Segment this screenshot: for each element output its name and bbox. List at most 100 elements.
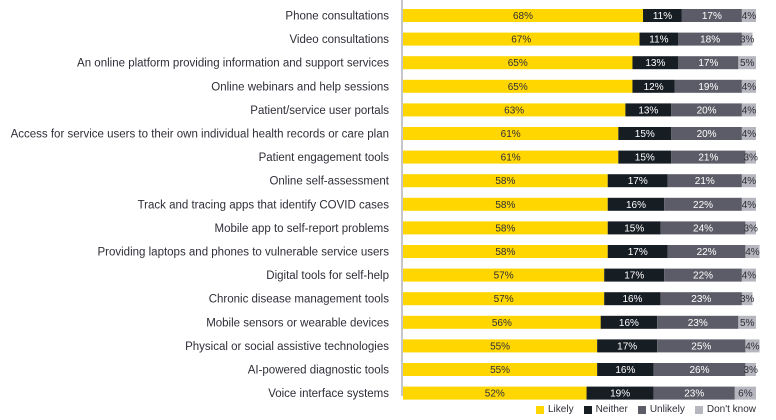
data-label: 16% [622, 294, 642, 305]
data-label: 21% [695, 176, 715, 187]
data-label: 58% [495, 247, 515, 258]
bar-segment-unlikely [678, 56, 739, 70]
legend-swatch [637, 405, 646, 414]
data-label: 55% [490, 341, 510, 352]
bar-segment-likely [403, 339, 598, 353]
bar-segment-neither [607, 197, 665, 211]
data-label: 17% [698, 58, 718, 69]
bar-segment-unlikely [653, 386, 735, 400]
category-label: Access for service users to their own in… [11, 129, 389, 141]
bar-segment-likely [403, 245, 608, 258]
legend-swatch [694, 405, 703, 414]
bar-row: An online platform providing information… [77, 56, 756, 70]
data-label: 4% [742, 82, 757, 93]
data-label: 23% [691, 294, 711, 305]
category-label: Online webinars and help sessions [211, 81, 389, 93]
bar-segment-don-t-know [741, 79, 756, 93]
data-label: 5% [740, 318, 755, 329]
data-label: 4% [742, 129, 757, 140]
bar-row: Providing laptops and phones to vulnerab… [97, 245, 760, 259]
bar-segment-neither [607, 221, 661, 235]
data-label: 19% [610, 389, 630, 400]
bar-segment-likely [403, 197, 608, 211]
legend-item: Don't know [694, 404, 756, 415]
data-label: 52% [485, 389, 505, 400]
data-label: 63% [504, 105, 524, 116]
data-label: 17% [702, 11, 722, 22]
bar-row: Physical or social assistive technologie… [185, 339, 760, 353]
bar-segment-don-t-know [741, 103, 756, 117]
bar-segment-likely [403, 103, 626, 117]
data-label: 57% [494, 294, 514, 305]
data-label: 61% [501, 129, 521, 140]
category-label: Track and tracing apps that identify COV… [138, 199, 390, 211]
data-label: 5% [740, 58, 755, 69]
data-label: 11% [653, 11, 672, 22]
data-label: 3% [743, 153, 758, 164]
bar-segment-don-t-know [745, 363, 756, 376]
data-label: 22% [697, 247, 717, 258]
bar-segment-don-t-know [741, 174, 756, 188]
data-label: 19% [698, 82, 718, 93]
bar-segment-unlikely [653, 363, 746, 376]
data-label: 17% [628, 247, 648, 258]
data-label: 16% [619, 318, 639, 329]
bar-segment-unlikely [671, 150, 746, 164]
category-label: An online platform providing information… [77, 58, 389, 70]
data-label: 55% [490, 365, 510, 376]
bar-segment-neither [607, 245, 668, 258]
bar-row: Digital tools for self-help 57% 17% 22% 4% [266, 268, 756, 282]
data-label: 15% [624, 223, 644, 234]
bar-segment-neither [586, 386, 654, 400]
legend-label: Likely [548, 404, 574, 415]
bar-segment-neither [600, 315, 658, 329]
bar-segment-unlikely [667, 245, 746, 258]
data-label: 4% [742, 200, 757, 211]
legend-item: Unlikely [637, 404, 685, 415]
bar-segment-don-t-know [745, 339, 760, 353]
bar-segment-likely [403, 221, 608, 235]
category-label: Physical or social assistive technologie… [185, 341, 389, 353]
bar-segment-don-t-know [741, 127, 756, 140]
data-label: 23% [688, 318, 708, 329]
bar-segment-neither [604, 292, 661, 306]
data-label: 3% [743, 223, 758, 234]
data-label: 22% [693, 271, 713, 282]
bar-segment-don-t-know [741, 197, 756, 211]
chart-plot-area: Phone consultations 68% 11% 17% 4% Video cons… [11, 0, 760, 400]
data-label: 11% [649, 35, 668, 46]
legend-label: Unlikely [649, 404, 685, 415]
data-label: 56% [492, 318, 512, 329]
data-label: 61% [501, 153, 521, 164]
bar-row: Track and tracing apps that identify COV… [138, 197, 757, 211]
data-label: 58% [495, 223, 515, 234]
data-label: 58% [495, 200, 515, 211]
bar-segment-likely [403, 150, 619, 164]
bar-segment-likely [403, 79, 633, 93]
bar-segment-neither [632, 56, 679, 70]
bar-segment-don-t-know [745, 245, 760, 258]
bar-row: Patient engagement tools 61% 15% 21% 3% [259, 150, 758, 164]
data-label: 16% [626, 200, 646, 211]
bar-row: Phone consultations 68% 11% 17% 4% [285, 9, 756, 23]
legend-item: Neither [583, 404, 628, 415]
bar-segment-don-t-know [738, 56, 756, 70]
data-label: 4% [742, 11, 757, 22]
bar-segment-likely [403, 315, 601, 329]
chart-legend: Likely Neither Unlikely Don't know [536, 404, 756, 415]
data-label: 3% [740, 35, 755, 46]
bar-segment-neither [632, 79, 675, 93]
data-label: 18% [700, 35, 720, 46]
data-label: 17% [617, 341, 637, 352]
data-label: 25% [691, 341, 711, 352]
legend-label: Neither [595, 404, 628, 415]
bar-segment-don-t-know [741, 32, 753, 46]
bar-row: AI-powered diagnostic tools 55% 16% 26% 3% [248, 363, 758, 377]
bar-segment-unlikely [660, 292, 742, 306]
bar-row: Chronic disease management tools 57% 16% 23… [209, 292, 755, 306]
data-label: 20% [697, 129, 717, 140]
data-label: 4% [742, 105, 757, 116]
data-label: 20% [697, 105, 717, 116]
bar-segment-don-t-know [745, 150, 756, 164]
